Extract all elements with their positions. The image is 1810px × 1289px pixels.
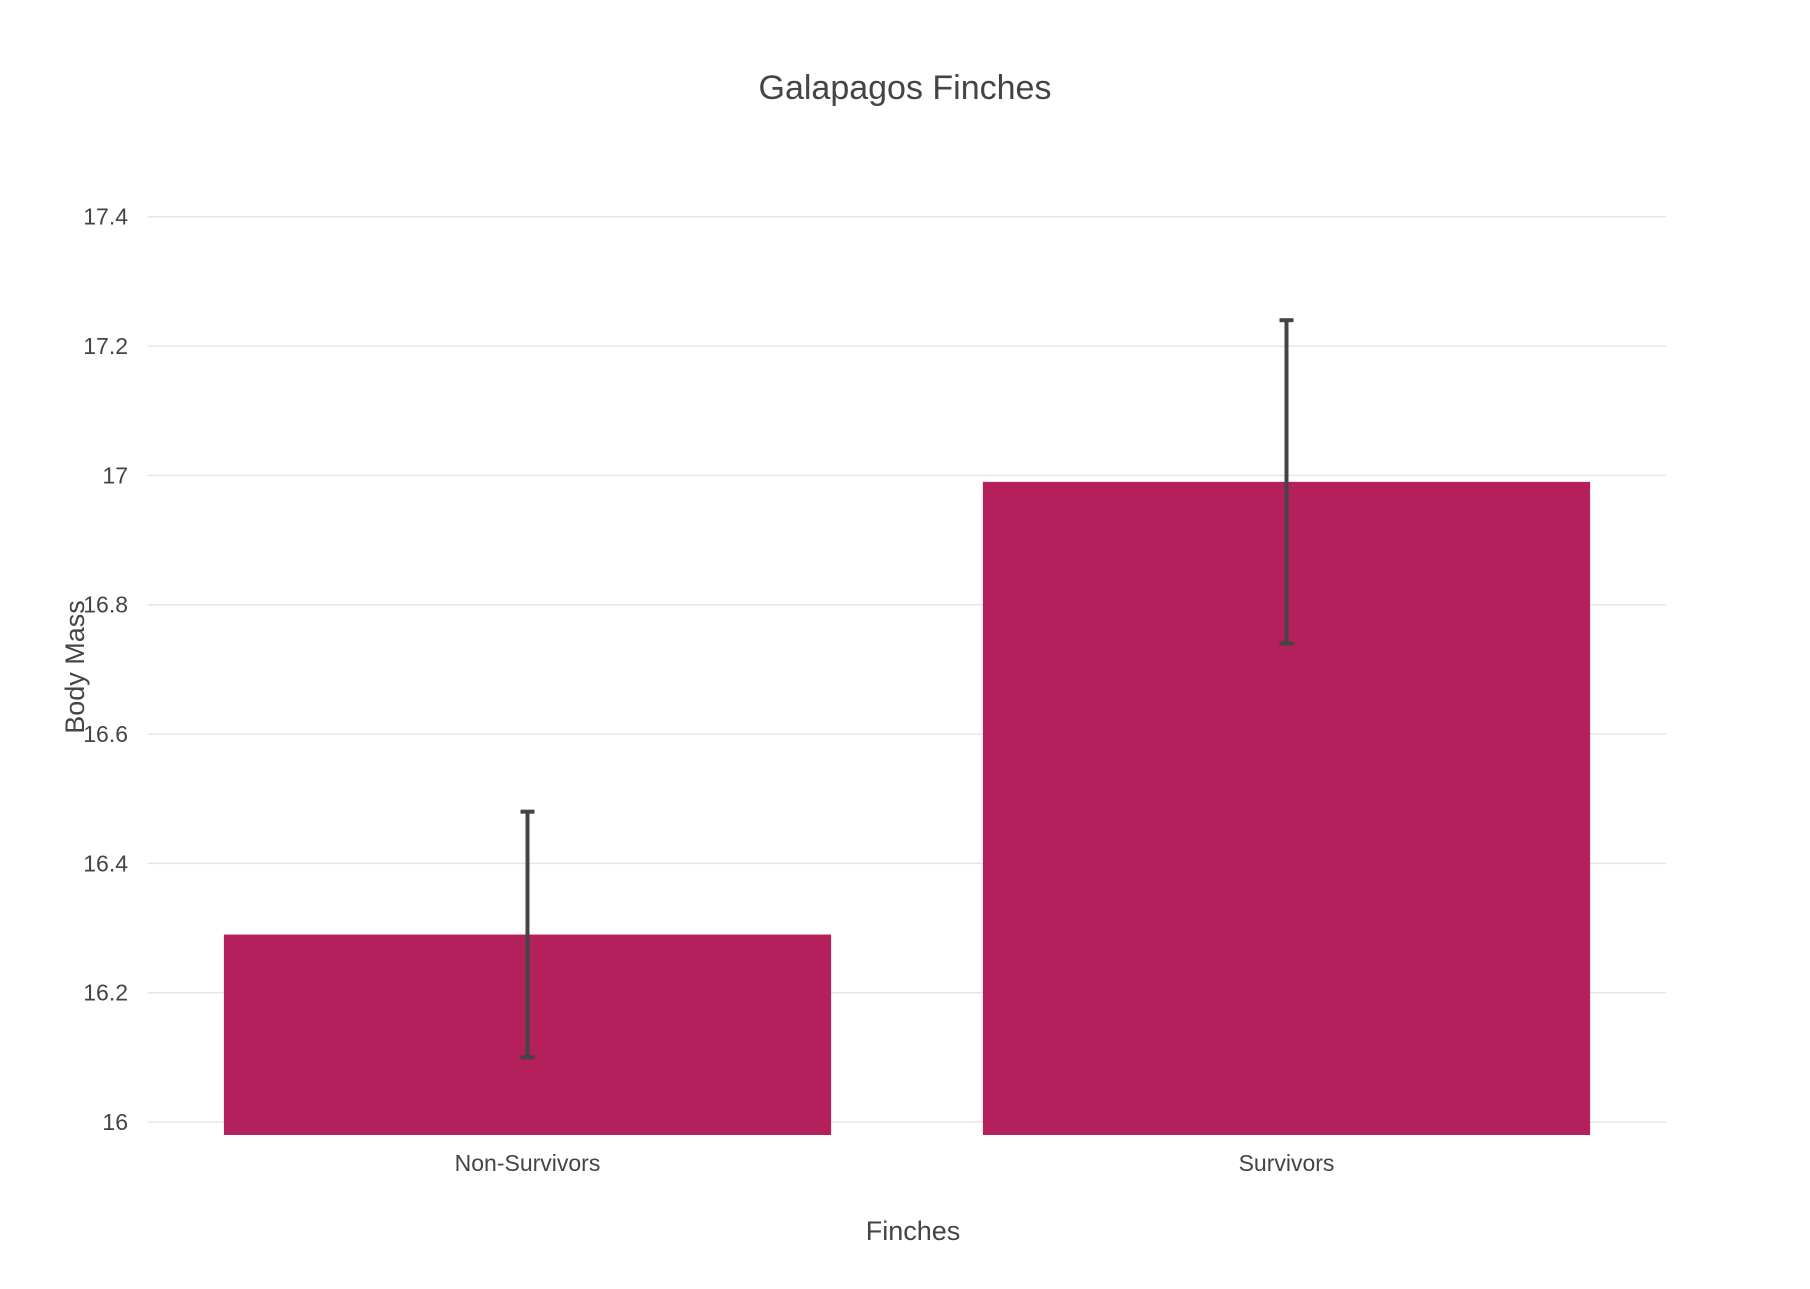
y-tick-label: 17.4 [83,204,128,230]
y-axis-ticks: 16 16.2 16.4 16.6 16.8 17 17.2 17.4 [83,204,128,1135]
y-tick-label: 16.2 [83,980,128,1006]
x-axis-ticks: Non-Survivors Survivors [455,1150,1335,1176]
chart-title: Galapagos Finches [759,69,1052,107]
y-axis-label: Body Mass [60,600,90,734]
error-bar [1279,318,1294,646]
y-tick-label: 17.2 [83,333,128,359]
x-tick-label: Non-Survivors [455,1150,601,1176]
error-bar [520,809,535,1060]
bars [223,481,1591,1135]
y-tick-label: 16.8 [83,592,128,618]
y-tick-label: 17 [102,462,128,488]
y-tick-label: 16.4 [83,850,128,876]
x-tick-label: Survivors [1239,1150,1335,1176]
y-tick-label: 16.6 [83,721,128,747]
x-axis-label: Finches [866,1216,961,1246]
error-bars [520,318,1294,1060]
y-tick-label: 16 [102,1109,128,1135]
